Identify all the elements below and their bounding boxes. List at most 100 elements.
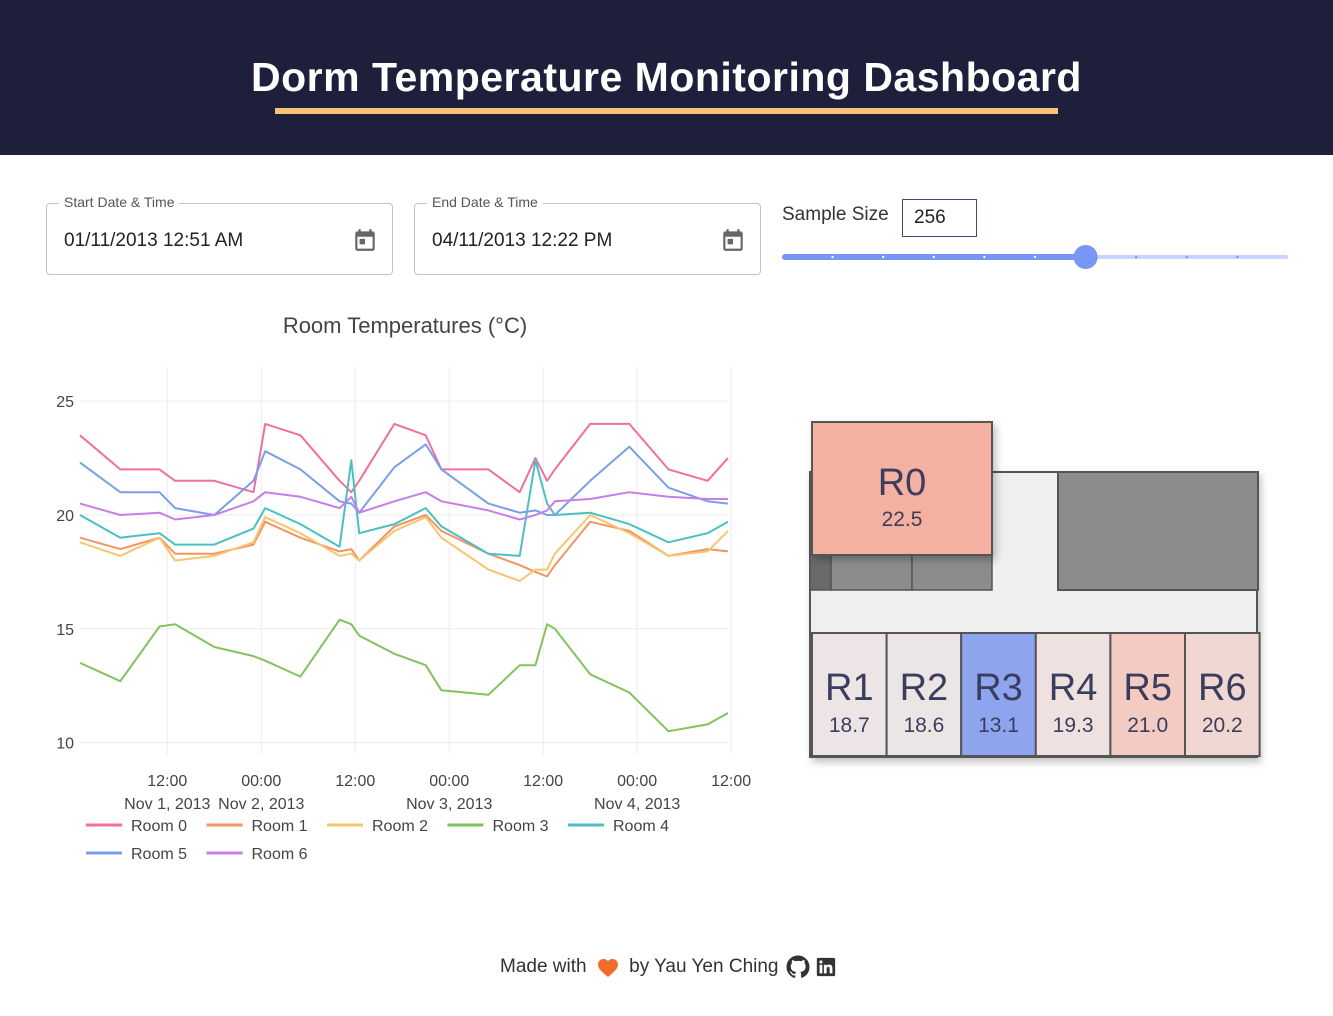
room-box[interactable] xyxy=(960,632,1037,757)
y-tick-label: 20 xyxy=(56,508,74,525)
end-date-value[interactable]: 04/11/2013 12:22 PM xyxy=(432,230,613,251)
room-temperature: 22.5 xyxy=(882,508,923,531)
room-box[interactable] xyxy=(1184,632,1261,757)
legend-label: Room 4 xyxy=(613,818,669,835)
calendar-icon[interactable] xyxy=(352,226,378,254)
x-axis-ticks: 12:00 00:00 12:00 00:00 12:00 00:00 12:00 Nov 1… xyxy=(124,773,751,813)
start-date-field[interactable]: Start Date & Time 01/11/2013 12:51 AM xyxy=(46,194,393,275)
legend-item[interactable]: Room 5 xyxy=(86,846,187,863)
made-with-text: Made with xyxy=(500,956,587,977)
x-tick-time: 12:00 xyxy=(335,773,375,790)
sample-size-input[interactable]: 256 xyxy=(902,199,977,237)
slider-mark xyxy=(1185,255,1188,259)
legend-item[interactable]: Room 2 xyxy=(327,818,428,835)
room-temperature: 18.7 xyxy=(829,714,870,737)
x-tick-date: Nov 3, 2013 xyxy=(406,796,492,813)
room-temperature: 13.1 xyxy=(978,714,1019,737)
slider-mark xyxy=(1135,255,1138,259)
series-line-room-3 xyxy=(79,618,729,733)
temperature-chart: Room Temperatures (°C) 25 20 15 10 12:00 00:… xyxy=(56,313,751,863)
legend-item[interactable]: Room 0 xyxy=(86,818,187,835)
series-line-room-5 xyxy=(79,443,729,516)
room-temperature: 18.6 xyxy=(903,714,944,737)
header: Dorm Temperature Monitoring Dashboard xyxy=(0,0,1333,155)
x-tick-date: Nov 2, 2013 xyxy=(218,796,304,813)
room-r3[interactable]: R3 13.1 xyxy=(960,632,1037,757)
legend-label: Room 3 xyxy=(493,818,549,835)
calendar-icon[interactable] xyxy=(720,226,746,254)
room-r0[interactable]: R0 22.5 xyxy=(811,421,993,556)
slider-mark xyxy=(1033,255,1037,259)
room-temperature: 19.3 xyxy=(1053,714,1094,737)
room-r6[interactable]: R6 20.2 xyxy=(1184,632,1261,757)
legend-item[interactable]: Room 4 xyxy=(568,818,669,835)
room-r5[interactable]: R5 21.0 xyxy=(1109,632,1186,757)
room-box[interactable] xyxy=(885,632,963,757)
slider-mark xyxy=(1236,255,1239,259)
floor-plan: R0 22.5 R1 18.7 R2 18.6 R3 13.1 R4 19.3 R5 21.0 R6 20… xyxy=(809,421,1261,758)
room-label: R0 xyxy=(878,462,927,504)
room-label: R5 xyxy=(1123,667,1172,709)
y-tick-label: 10 xyxy=(56,736,74,753)
end-date-label: End Date & Time xyxy=(427,194,543,210)
slider-thumb[interactable] xyxy=(1073,245,1098,269)
y-tick-label: 25 xyxy=(56,394,74,411)
series-line-room-1 xyxy=(79,514,729,578)
github-icon[interactable] xyxy=(786,955,810,979)
block-small-a xyxy=(830,554,913,591)
room-r1[interactable]: R1 18.7 xyxy=(811,632,888,757)
series-line-room-6 xyxy=(79,491,728,521)
legend-item[interactable]: Room 3 xyxy=(447,818,549,835)
heart-icon xyxy=(597,959,618,977)
x-tick-date: Nov 1, 2013 xyxy=(124,796,210,813)
slider-mark xyxy=(932,255,935,259)
room-label: R2 xyxy=(900,667,949,709)
author-text: by Yau Yen Ching xyxy=(629,956,779,977)
room-box[interactable] xyxy=(1109,632,1186,757)
y-tick-label: 15 xyxy=(56,622,74,639)
room-label: R1 xyxy=(825,667,874,709)
x-tick-time: 12:00 xyxy=(523,773,563,790)
sample-size-label: Sample Size xyxy=(782,204,889,225)
x-tick-time: 12:00 xyxy=(147,773,187,790)
room-label: R3 xyxy=(974,667,1023,709)
room-temperature: 20.2 xyxy=(1202,714,1243,737)
sample-size-slider[interactable] xyxy=(782,245,1288,269)
end-date-field[interactable]: End Date & Time 04/11/2013 12:22 PM xyxy=(414,194,761,275)
block-small-b xyxy=(911,554,993,591)
room-r2[interactable]: R2 18.6 xyxy=(885,632,963,757)
legend-label: Room 6 xyxy=(252,846,308,863)
block-small-dark xyxy=(809,554,832,591)
x-tick-time: 12:00 xyxy=(711,773,751,790)
block-upper-right xyxy=(1057,471,1259,591)
slider-mark xyxy=(882,255,885,259)
start-date-label: Start Date & Time xyxy=(59,194,180,210)
series-line-room-0 xyxy=(79,422,729,494)
y-axis-ticks: 25 20 15 10 xyxy=(56,394,74,752)
legend-item[interactable]: Room 1 xyxy=(206,818,308,835)
x-tick-time: 00:00 xyxy=(429,773,469,790)
room-box[interactable] xyxy=(811,421,993,556)
start-date-value[interactable]: 01/11/2013 12:51 AM xyxy=(64,230,244,251)
room-label: R6 xyxy=(1198,667,1247,709)
legend-label: Room 5 xyxy=(131,846,187,863)
slider-mark xyxy=(983,255,986,259)
legend-label: Room 1 xyxy=(252,818,308,835)
series-line-room-4 xyxy=(79,459,729,557)
room-temperature: 21.0 xyxy=(1127,714,1168,737)
room-r4[interactable]: R4 19.3 xyxy=(1034,632,1112,757)
room-label: R4 xyxy=(1049,667,1098,709)
title-underline xyxy=(275,108,1058,114)
chart-legend[interactable]: Room 0 Room 1 Room 2 Room 3 Room 4 Room 5 Room… xyxy=(86,818,669,863)
linkedin-icon[interactable] xyxy=(815,956,837,978)
x-tick-time: 00:00 xyxy=(241,773,281,790)
room-box[interactable] xyxy=(811,632,888,757)
chart-lines xyxy=(79,422,729,733)
chart-title: Room Temperatures (°C) xyxy=(283,313,527,338)
slider-mark xyxy=(831,255,834,259)
chart-grid xyxy=(80,367,732,754)
legend-item[interactable]: Room 6 xyxy=(206,846,308,863)
x-tick-date: Nov 4, 2013 xyxy=(594,796,680,813)
legend-label: Room 2 xyxy=(372,818,428,835)
legend-label: Room 0 xyxy=(131,818,187,835)
